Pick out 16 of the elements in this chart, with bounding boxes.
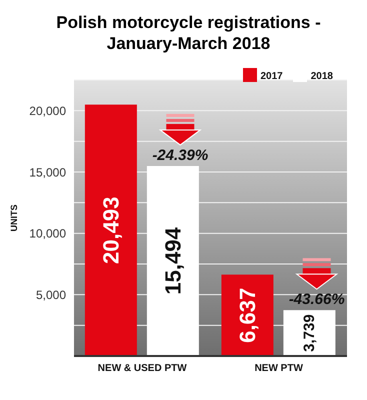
legend-label: 2017 bbox=[260, 71, 283, 82]
x-tick-label: NEW & USED PTW bbox=[98, 363, 188, 374]
data-label: 20,493 bbox=[98, 196, 124, 264]
data-label: 15,494 bbox=[160, 226, 186, 295]
x-tick-label: NEW PTW bbox=[254, 363, 304, 374]
chart-title: Polish motorcycle registrations - January-March 2018 bbox=[55, 12, 322, 55]
annotation: -24.39% bbox=[152, 146, 208, 164]
y-axis-title: UNITS bbox=[9, 204, 20, 232]
annotation: -43.66% bbox=[288, 291, 345, 308]
data-label: 3,739 bbox=[300, 314, 318, 352]
legend-label: 2018 bbox=[310, 71, 333, 82]
y-tick-label: 20,000 bbox=[29, 104, 66, 118]
y-tick-label: 15,000 bbox=[29, 165, 66, 180]
data-label: 6,637 bbox=[234, 288, 260, 343]
y-tick-label: 5,000 bbox=[36, 288, 66, 302]
y-tick-label: 10,000 bbox=[29, 226, 66, 241]
